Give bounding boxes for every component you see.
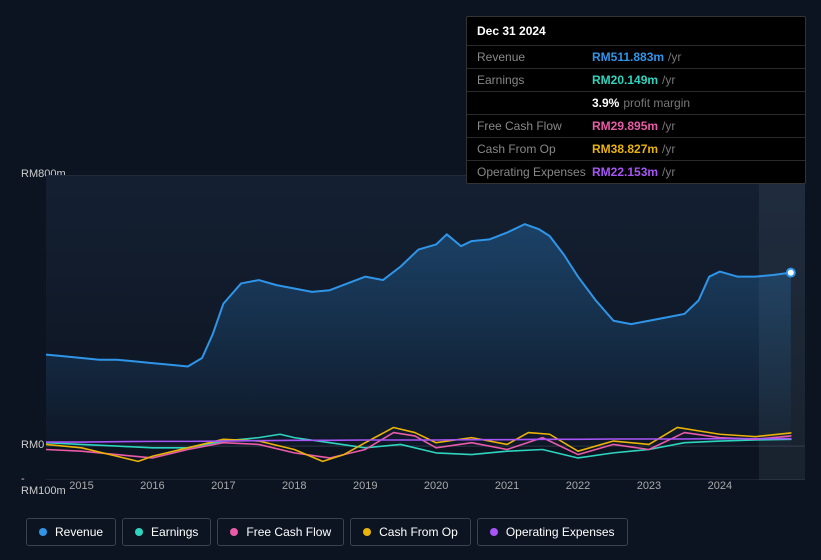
legend-dot-icon	[363, 528, 371, 536]
tooltip-metric-label	[477, 96, 592, 110]
tooltip-metric-value: RM22.153m/yr	[592, 165, 675, 179]
x-axis-label: 2019	[353, 480, 377, 492]
legend-label: Free Cash Flow	[246, 525, 331, 539]
x-axis-label: 2015	[69, 480, 93, 492]
tooltip-metric-label: Earnings	[477, 73, 592, 87]
tooltip-row: Free Cash FlowRM29.895m/yr	[467, 115, 805, 138]
legend-item-revenue[interactable]: Revenue	[26, 518, 116, 546]
x-axis-label: 2016	[140, 480, 164, 492]
legend-label: Earnings	[151, 525, 198, 539]
chart-tooltip: Dec 31 2024 RevenueRM511.883m/yrEarnings…	[466, 16, 806, 184]
tooltip-row: EarningsRM20.149m/yr	[467, 69, 805, 92]
x-axis-label: 2023	[637, 480, 661, 492]
legend-item-free-cash-flow[interactable]: Free Cash Flow	[217, 518, 344, 546]
legend-label: Operating Expenses	[506, 525, 615, 539]
x-axis-label: 2022	[566, 480, 590, 492]
tooltip-date: Dec 31 2024	[467, 17, 805, 46]
legend-label: Revenue	[55, 525, 103, 539]
x-axis-label: 2024	[708, 480, 732, 492]
tooltip-metric-value: RM20.149m/yr	[592, 73, 675, 87]
series-end-marker	[787, 269, 795, 277]
chart-legend: Revenue Earnings Free Cash Flow Cash From O…	[26, 518, 628, 546]
chart-plot	[46, 175, 805, 480]
x-axis-label: 2018	[282, 480, 306, 492]
tooltip-metric-label: Operating Expenses	[477, 165, 592, 179]
x-axis-label: 2020	[424, 480, 448, 492]
tooltip-metric-value: RM29.895m/yr	[592, 119, 675, 133]
legend-item-operating-expenses[interactable]: Operating Expenses	[477, 518, 628, 546]
tooltip-row: Operating ExpensesRM22.153m/yr	[467, 161, 805, 183]
tooltip-metric-value: RM38.827m/yr	[592, 142, 675, 156]
legend-dot-icon	[490, 528, 498, 536]
legend-dot-icon	[135, 528, 143, 536]
tooltip-row: Cash From OpRM38.827m/yr	[467, 138, 805, 161]
tooltip-metric-label: Free Cash Flow	[477, 119, 592, 133]
legend-item-earnings[interactable]: Earnings	[122, 518, 211, 546]
tooltip-metric-value: RM511.883m/yr	[592, 50, 681, 64]
tooltip-metric-label: Revenue	[477, 50, 592, 64]
legend-item-cash-from-op[interactable]: Cash From Op	[350, 518, 471, 546]
legend-dot-icon	[230, 528, 238, 536]
x-axis-label: 2021	[495, 480, 519, 492]
tooltip-row: 3.9%profit margin	[467, 92, 805, 115]
tooltip-metric-value: 3.9%profit margin	[592, 96, 690, 110]
legend-label: Cash From Op	[379, 525, 458, 539]
financials-chart[interactable]: RM800mRM0-RM100m 20152016201720182019202…	[16, 155, 805, 480]
legend-dot-icon	[39, 528, 47, 536]
tooltip-metric-label: Cash From Op	[477, 142, 592, 156]
x-axis-label: 2017	[211, 480, 235, 492]
tooltip-row: RevenueRM511.883m/yr	[467, 46, 805, 69]
